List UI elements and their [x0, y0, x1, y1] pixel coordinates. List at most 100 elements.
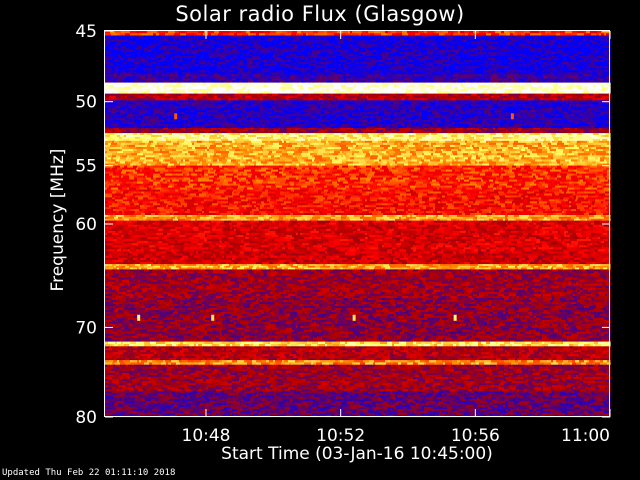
- heatmap-cell: [250, 31, 255, 34]
- heatmap-cell: [563, 43, 567, 47]
- heatmap-cell: [280, 47, 285, 51]
- heatmap-cell: [234, 33, 238, 36]
- heatmap-cell: [521, 33, 526, 36]
- heatmap-cell: [356, 41, 360, 45]
- heatmap-cell: [270, 31, 277, 34]
- heatmap-cell: [469, 45, 472, 49]
- heatmap-cell: [384, 41, 388, 45]
- heatmap-cell: [527, 37, 534, 41]
- heatmap-cell: [281, 41, 287, 45]
- heatmap-cell: [597, 37, 601, 41]
- heatmap-cell: [438, 45, 445, 49]
- heatmap-cell: [463, 49, 467, 53]
- heatmap-cell: [561, 45, 565, 49]
- heatmap-cell: [286, 41, 290, 45]
- heatmap-cell: [358, 45, 361, 49]
- heatmap-cell: [406, 39, 414, 43]
- heatmap-cell: [170, 49, 177, 53]
- heatmap-cell: [117, 37, 121, 41]
- heatmap-cell: [352, 31, 357, 34]
- heatmap-cell: [458, 47, 463, 51]
- heatmap-cell: [477, 45, 482, 49]
- heatmap-cell: [596, 45, 599, 49]
- heatmap-cell: [567, 39, 574, 43]
- heatmap-cell: [586, 39, 594, 43]
- heatmap-cell: [282, 37, 285, 41]
- heatmap-cell: [497, 37, 505, 41]
- heatmap-cell: [566, 43, 569, 47]
- heatmap-cell: [417, 47, 420, 51]
- heatmap-cell: [507, 37, 514, 41]
- heatmap-cell: [389, 49, 392, 53]
- heatmap-cell: [532, 35, 536, 39]
- heatmap-cell: [136, 45, 139, 49]
- heatmap-cell: [146, 49, 151, 53]
- heatmap-cell: [319, 43, 323, 47]
- heatmap-cell: [266, 31, 271, 34]
- heatmap-cell: [378, 41, 381, 45]
- heatmap-cell: [530, 33, 536, 36]
- heatmap-cell: [359, 31, 363, 34]
- heatmap-cell: [259, 35, 265, 39]
- heatmap-cell: [354, 45, 359, 49]
- heatmap-cell: [587, 45, 590, 49]
- heatmap-cell: [223, 47, 229, 51]
- heatmap-cell: [237, 39, 241, 43]
- heatmap-cell: [588, 41, 593, 45]
- heatmap-cell: [269, 43, 277, 47]
- heatmap-cell: [459, 49, 464, 53]
- heatmap-cell: [232, 49, 238, 53]
- heatmap-cell: [524, 31, 531, 34]
- heatmap-cell: [444, 41, 447, 45]
- heatmap-cell: [165, 33, 169, 36]
- heatmap-cell: [420, 41, 424, 45]
- heatmap-cell: [436, 31, 444, 34]
- heatmap-cell: [279, 49, 282, 53]
- heatmap-cell: [321, 33, 328, 36]
- heatmap-cell: [320, 45, 325, 49]
- heatmap-cell: [544, 41, 551, 45]
- heatmap-cell: [328, 47, 333, 51]
- heatmap-cell: [340, 39, 344, 43]
- heatmap-cell: [306, 33, 309, 36]
- heatmap-cell: [218, 33, 224, 36]
- heatmap-cell: [592, 37, 596, 41]
- heatmap-cell: [403, 35, 406, 39]
- heatmap-cell: [538, 49, 542, 53]
- heatmap-cell: [269, 35, 275, 39]
- heatmap-cell: [257, 31, 264, 34]
- heatmap-cell: [404, 49, 408, 53]
- heatmap-cell: [486, 43, 490, 47]
- heatmap-cell: [110, 37, 118, 41]
- heatmap-cell: [235, 45, 240, 49]
- heatmap-cell: [353, 49, 360, 53]
- heatmap-cell: [110, 41, 118, 45]
- heatmap-cell: [167, 45, 172, 49]
- heatmap-cell: [261, 45, 266, 49]
- heatmap-cell: [593, 39, 598, 43]
- heatmap-cell: [276, 39, 282, 43]
- heatmap-cell: [539, 31, 542, 34]
- heatmap-cell: [256, 49, 259, 53]
- heatmap-cell: [159, 47, 165, 51]
- heatmap-cell: [269, 41, 275, 45]
- heatmap-cell: [545, 33, 548, 36]
- heatmap-cell: [366, 31, 369, 34]
- heatmap-cell: [258, 37, 262, 41]
- heatmap-cell: [326, 37, 329, 41]
- heatmap-cell: [370, 49, 375, 53]
- heatmap-cell: [228, 41, 234, 45]
- heatmap-cell: [357, 47, 360, 51]
- heatmap-cell: [390, 35, 394, 39]
- heatmap-cell: [205, 39, 213, 43]
- heatmap-cell: [580, 41, 585, 45]
- heatmap-cell: [408, 33, 414, 36]
- heatmap-cell: [576, 47, 580, 51]
- heatmap-cell: [250, 37, 256, 41]
- heatmap-cell: [542, 43, 550, 47]
- heatmap-cell: [225, 35, 230, 39]
- heatmap-cell: [287, 35, 294, 39]
- heatmap-cell: [445, 33, 452, 36]
- heatmap-cell: [122, 37, 129, 41]
- heatmap-cell: [169, 39, 177, 43]
